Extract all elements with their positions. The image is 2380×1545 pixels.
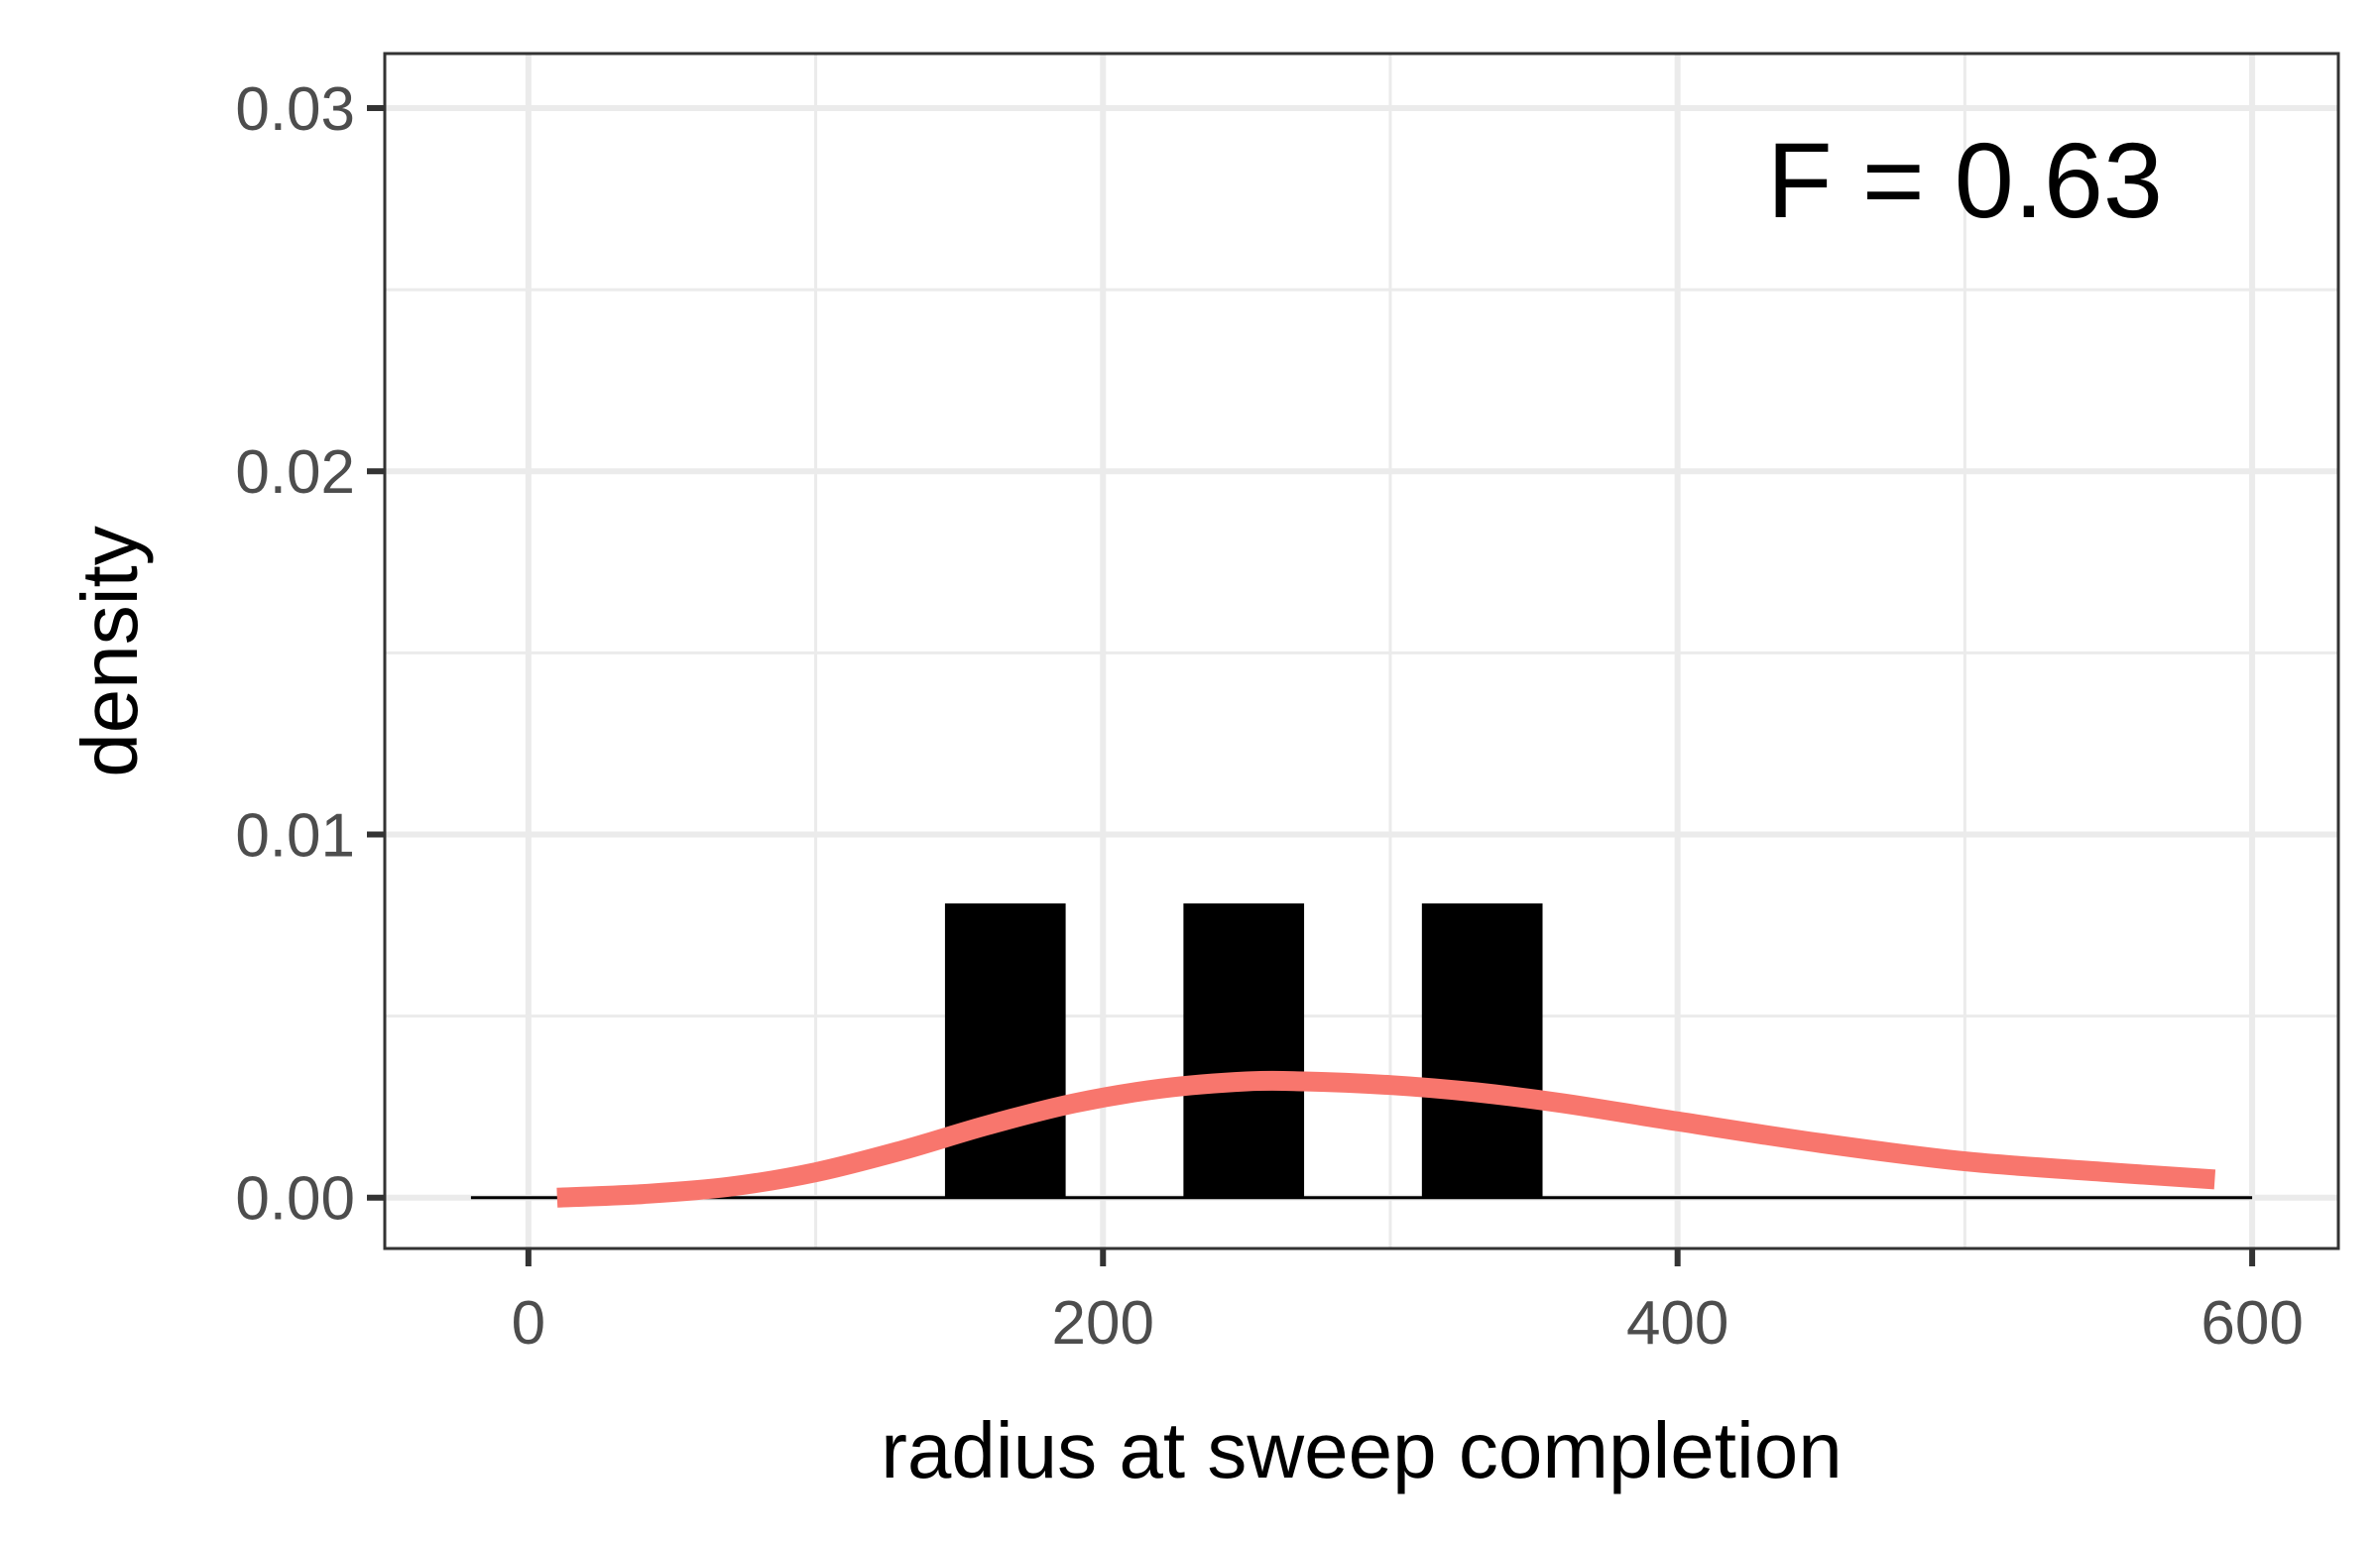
density-curve	[556, 1070, 2216, 1208]
x-tick-label: 400	[1626, 1289, 1728, 1358]
histogram-bar	[1421, 903, 1543, 1198]
x-tick-label: 0	[512, 1289, 545, 1358]
plot-panel-background	[385, 54, 2338, 1248]
y-axis-ticks: 0.00 0.01 0.02 0.03	[235, 75, 385, 1234]
y-tick-label: 0.02	[235, 438, 355, 507]
minor-gridlines	[385, 54, 2338, 1248]
y-tick-label: 0.03	[235, 75, 355, 144]
histogram-bar	[1183, 903, 1305, 1198]
f-statistic-annotation: F = 0.63	[1767, 120, 2163, 240]
x-axis-title: radius at sweep completion	[881, 1406, 1842, 1494]
y-axis-title: density	[65, 526, 154, 776]
x-tick-label: 600	[2201, 1289, 2303, 1358]
x-tick-label: 200	[1052, 1289, 1154, 1358]
x-axis-ticks: 0 200 400 600	[512, 1248, 2304, 1358]
histogram-bar	[944, 903, 1066, 1198]
histogram-bars	[944, 903, 1543, 1198]
y-tick-label: 0.00	[235, 1165, 355, 1234]
plot-panel-border	[383, 52, 2340, 1250]
y-tick-label: 0.01	[235, 801, 355, 870]
